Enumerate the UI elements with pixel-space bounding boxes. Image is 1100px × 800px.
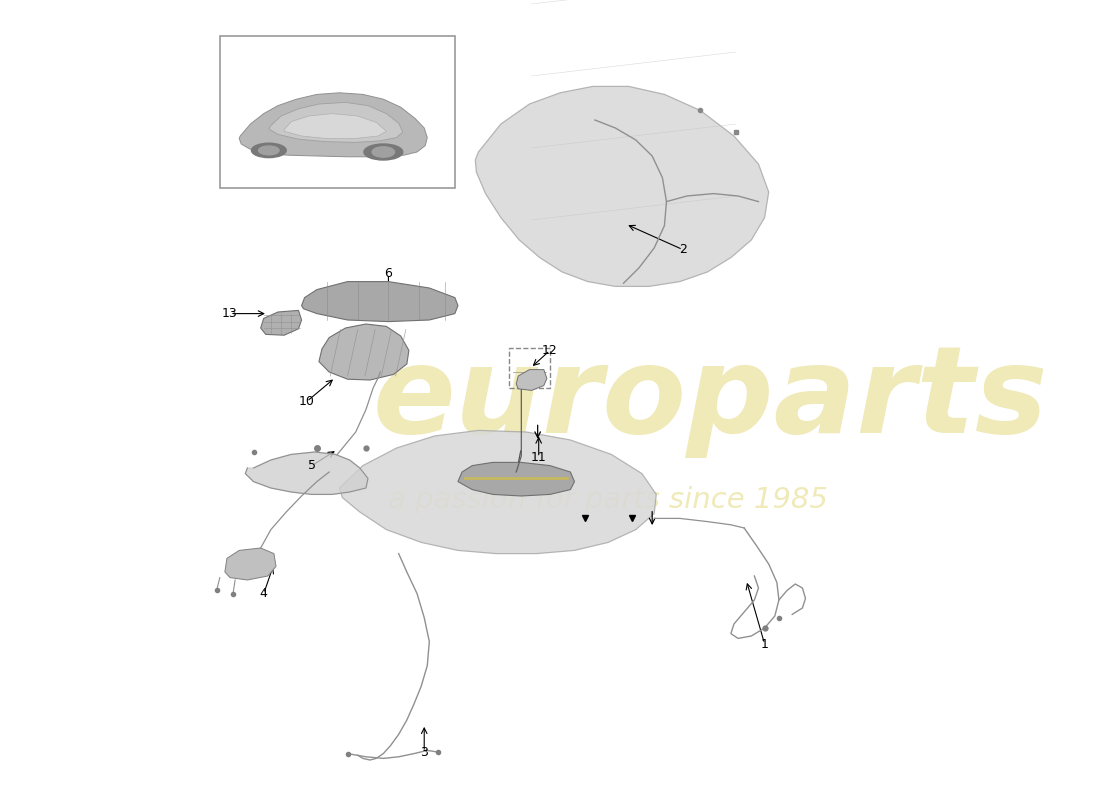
Text: 5: 5 bbox=[308, 459, 316, 472]
Text: 12: 12 bbox=[542, 344, 558, 357]
Text: europarts: europarts bbox=[373, 342, 1048, 458]
Text: 6: 6 bbox=[385, 267, 393, 280]
Polygon shape bbox=[268, 102, 403, 142]
Text: 11: 11 bbox=[531, 451, 547, 464]
Polygon shape bbox=[284, 114, 386, 138]
Text: 2: 2 bbox=[679, 243, 686, 256]
Polygon shape bbox=[301, 282, 458, 322]
Text: 10: 10 bbox=[299, 395, 315, 408]
Polygon shape bbox=[261, 310, 301, 335]
Text: 4: 4 bbox=[260, 587, 267, 600]
Polygon shape bbox=[224, 548, 276, 580]
Polygon shape bbox=[340, 430, 657, 554]
Text: 13: 13 bbox=[222, 307, 238, 320]
Polygon shape bbox=[475, 86, 769, 286]
Ellipse shape bbox=[258, 146, 279, 154]
Polygon shape bbox=[458, 462, 574, 496]
Ellipse shape bbox=[372, 146, 395, 157]
Text: 1: 1 bbox=[761, 638, 769, 650]
Bar bbox=[220, 36, 455, 188]
Polygon shape bbox=[319, 324, 409, 380]
Ellipse shape bbox=[364, 144, 403, 160]
Ellipse shape bbox=[252, 143, 286, 158]
Polygon shape bbox=[239, 93, 427, 157]
Bar bbox=[509, 348, 550, 388]
Polygon shape bbox=[245, 452, 368, 494]
Polygon shape bbox=[516, 370, 547, 390]
Text: a passion for parts since 1985: a passion for parts since 1985 bbox=[388, 486, 828, 514]
Text: 3: 3 bbox=[420, 746, 428, 758]
